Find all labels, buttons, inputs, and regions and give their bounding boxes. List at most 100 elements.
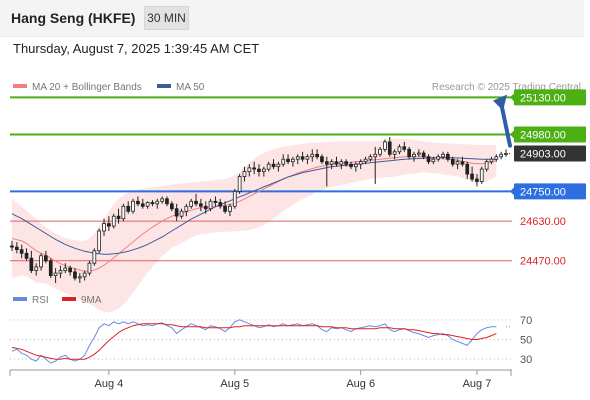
candle-body xyxy=(155,200,160,205)
candle-body xyxy=(412,153,416,158)
candle-body xyxy=(339,161,344,165)
x-tick-label: Aug 4 xyxy=(94,378,123,390)
candle-body xyxy=(174,208,179,217)
candle-body xyxy=(228,205,232,212)
candle-body xyxy=(305,156,310,160)
legend-label: MA 20 + Bollinger Bands xyxy=(32,82,142,93)
candle-body xyxy=(252,167,256,170)
candle-body xyxy=(315,153,320,158)
candle-body xyxy=(441,153,445,158)
candle-body xyxy=(184,205,189,212)
candle-body xyxy=(44,255,48,262)
candle-body xyxy=(324,161,329,165)
candle-body xyxy=(484,161,489,170)
candle-body xyxy=(460,161,465,165)
candle-body xyxy=(194,200,198,205)
candle-body xyxy=(19,249,24,254)
candle-body xyxy=(237,176,242,192)
candle-body xyxy=(14,246,19,251)
candle-body xyxy=(310,153,315,158)
candle-body xyxy=(48,260,53,277)
candle-body xyxy=(97,230,101,252)
candle-body xyxy=(189,200,193,207)
candle-body xyxy=(213,200,218,203)
candle-body xyxy=(465,163,470,175)
legend-swatch xyxy=(13,84,27,88)
candle-body xyxy=(247,167,252,172)
candle-body xyxy=(261,168,266,173)
level-label: 24980.00 xyxy=(520,129,566,141)
candle-body xyxy=(489,158,494,163)
candle-body xyxy=(126,205,131,212)
candle-body xyxy=(111,215,116,227)
watermark-text: Research © 2025 Trading Central xyxy=(432,82,581,93)
candle-body xyxy=(203,205,208,210)
candle-body xyxy=(29,257,34,272)
candle-body xyxy=(470,173,474,180)
candle-body xyxy=(320,156,324,163)
candle-body xyxy=(136,200,140,205)
candle-body xyxy=(131,200,135,212)
candle-body xyxy=(179,210,184,217)
candle-body xyxy=(450,158,455,165)
candle-body xyxy=(121,205,126,220)
candle-body xyxy=(140,203,145,207)
level-label-pointer xyxy=(510,186,515,197)
candle-body xyxy=(368,156,373,160)
candle-body xyxy=(421,152,426,158)
candle-body xyxy=(349,163,353,168)
rsi-tick-label: 50 xyxy=(520,335,532,347)
level-label-box xyxy=(514,183,586,200)
x-tick-label: Aug 6 xyxy=(346,378,375,390)
rsi-tick-label: 70 xyxy=(520,315,532,327)
timeframe-button[interactable]: 30 MIN xyxy=(144,6,189,30)
level-label: 24750.00 xyxy=(520,186,566,198)
candle-body xyxy=(475,178,479,182)
candle-body xyxy=(102,223,106,232)
level-label: 24470.00 xyxy=(520,256,566,268)
x-tick-label: Aug 5 xyxy=(220,378,249,390)
candle-body xyxy=(271,163,276,168)
candle-body xyxy=(73,271,77,279)
rsi-legend-label: RSI xyxy=(32,295,49,306)
candle-body xyxy=(392,151,397,155)
level-label-box xyxy=(514,126,586,143)
candle-body xyxy=(78,276,82,279)
candle-body xyxy=(436,156,441,160)
candle-body xyxy=(479,168,484,182)
candle-body xyxy=(160,198,164,202)
candle-body xyxy=(58,270,63,274)
rsi-ma-line xyxy=(11,323,497,360)
candle-body xyxy=(407,148,412,158)
candle-body xyxy=(416,152,421,155)
candle-body xyxy=(150,202,155,205)
header-bar: Hang Seng (HKFE) 30 MIN xyxy=(0,0,584,37)
candle-body xyxy=(116,215,121,220)
candle-body xyxy=(358,161,363,165)
candle-body xyxy=(87,262,92,274)
candle-body xyxy=(242,171,247,178)
candle-body xyxy=(39,255,43,268)
bollinger-band xyxy=(12,138,497,313)
candle-body xyxy=(223,205,227,212)
candle-body xyxy=(286,158,290,163)
level-label-pointer xyxy=(510,129,515,140)
candle-body xyxy=(295,156,300,160)
candle-body xyxy=(232,190,237,207)
rsi-legend-swatch xyxy=(62,297,76,301)
candle-body xyxy=(208,200,213,210)
candle-body xyxy=(34,266,39,271)
legend-label: MA 50 xyxy=(176,82,205,93)
candle-body xyxy=(198,203,203,207)
candle-body xyxy=(266,163,271,170)
level-label-box xyxy=(514,89,586,106)
candle-body xyxy=(63,267,68,272)
candle-body xyxy=(329,161,334,165)
last-price-label: 24903.00 xyxy=(520,149,566,161)
chart-title: Hang Seng (HKFE) xyxy=(11,10,136,26)
candle-body xyxy=(169,203,174,210)
candle-body xyxy=(455,161,460,165)
candle-body xyxy=(24,252,29,259)
